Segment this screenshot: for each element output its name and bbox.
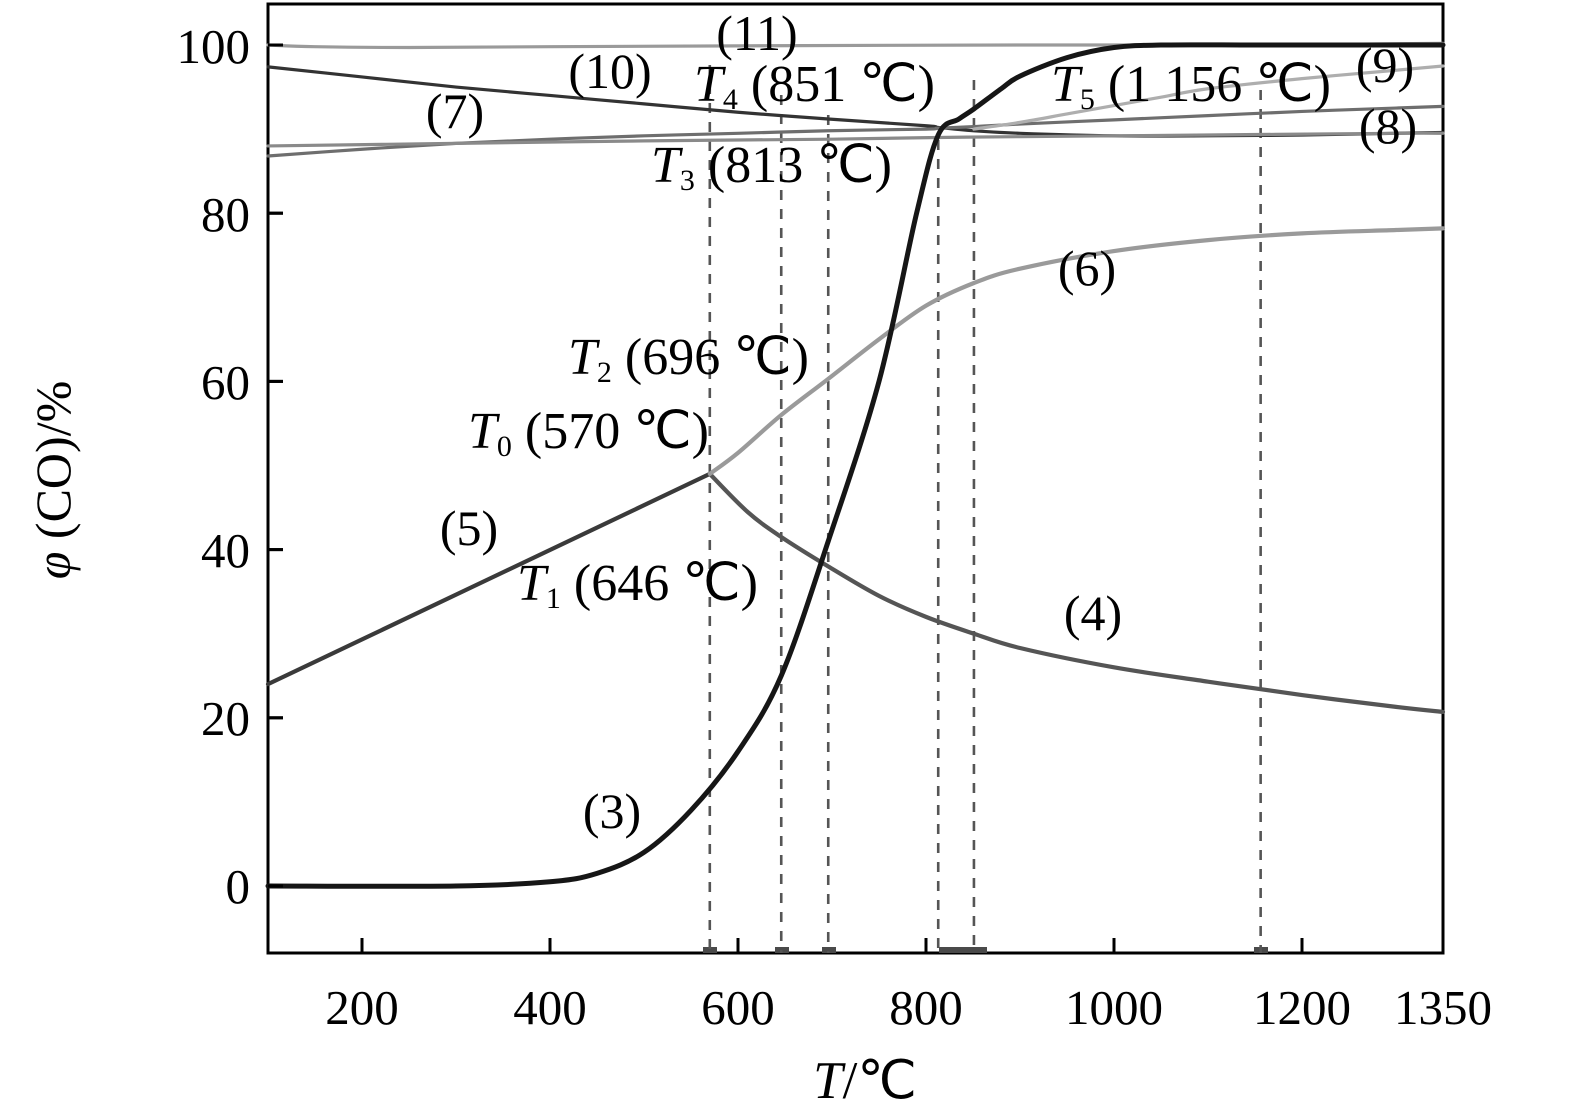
svg-text:200: 200 (325, 980, 399, 1035)
svg-text:400: 400 (513, 980, 587, 1035)
svg-text:100: 100 (177, 19, 251, 74)
svg-text:T1 (646 ℃): T1 (646 ℃) (517, 555, 758, 615)
svg-text:(6): (6) (1058, 240, 1116, 296)
svg-text:0: 0 (226, 859, 251, 914)
svg-text:600: 600 (701, 980, 775, 1035)
svg-text:T3 (813 ℃): T3 (813 ℃) (651, 137, 892, 197)
svg-text:(5): (5) (440, 500, 498, 556)
svg-text:20: 20 (201, 691, 250, 746)
svg-text:(9): (9) (1356, 37, 1414, 93)
svg-text:1350: 1350 (1394, 980, 1492, 1035)
svg-text:(11): (11) (716, 5, 797, 61)
svg-text:T5 (1 156 ℃): T5 (1 156 ℃) (1051, 56, 1331, 116)
svg-text:800: 800 (889, 980, 963, 1035)
svg-text:(10): (10) (568, 43, 651, 99)
svg-text:T0 (570 ℃): T0 (570 ℃) (468, 403, 709, 463)
svg-text:φ (CO)/%: φ (CO)/% (25, 381, 81, 579)
svg-text:1200: 1200 (1253, 980, 1351, 1035)
svg-text:T2 (696 ℃): T2 (696 ℃) (568, 329, 809, 389)
svg-text:T4 (851 ℃): T4 (851 ℃) (694, 56, 935, 116)
svg-text:40: 40 (201, 523, 250, 578)
svg-text:(3): (3) (583, 783, 641, 839)
svg-text:(4): (4) (1064, 585, 1122, 641)
svg-text:60: 60 (201, 355, 250, 410)
svg-text:T/℃: T/℃ (813, 1052, 917, 1110)
svg-text:(8): (8) (1359, 98, 1417, 154)
svg-text:80: 80 (201, 187, 250, 242)
svg-text:(7): (7) (426, 83, 484, 139)
svg-text:1000: 1000 (1065, 980, 1163, 1035)
